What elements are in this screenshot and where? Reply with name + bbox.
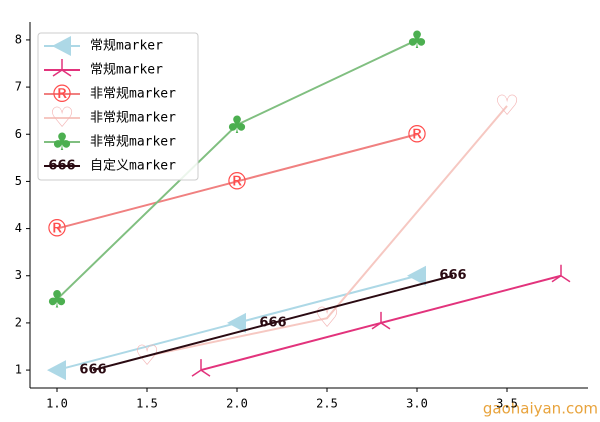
legend-label: 非常规marker bbox=[90, 87, 176, 102]
marker: ® bbox=[50, 80, 74, 108]
legend-label: 常规marker bbox=[90, 39, 163, 54]
series-line bbox=[146, 105, 508, 357]
x-tick-label: 2.5 bbox=[316, 397, 338, 411]
y-tick-label: 7 bbox=[15, 80, 22, 94]
marker bbox=[227, 312, 246, 333]
marker: ® bbox=[45, 215, 69, 243]
marker: ♣ bbox=[51, 128, 73, 156]
marker: ® bbox=[405, 120, 429, 148]
y-tick-label: 4 bbox=[15, 221, 22, 235]
marker: 666 bbox=[439, 268, 466, 283]
y-tick-label: 5 bbox=[15, 174, 22, 188]
y-tick-label: 6 bbox=[15, 127, 22, 141]
series-line bbox=[92, 274, 454, 372]
marker: ♣ bbox=[226, 111, 248, 139]
legend: 常规marker 常规marker ® 非常规marker ♡ 非常规marker ♣ 非常规… bbox=[37, 32, 199, 181]
watermark: gaohaiyan.com bbox=[483, 400, 598, 418]
marker: 666 bbox=[48, 159, 75, 174]
marker bbox=[551, 264, 571, 283]
legend-label: 常规marker bbox=[90, 63, 163, 78]
marker bbox=[47, 360, 66, 381]
legend-label: 非常规marker bbox=[90, 135, 176, 150]
x-tick-label: 3.5 bbox=[496, 397, 518, 411]
marker: ♡ bbox=[49, 101, 74, 134]
y-tick-label: 1 bbox=[15, 363, 22, 377]
marker: 666 bbox=[259, 315, 286, 330]
y-tick-label: 8 bbox=[15, 32, 22, 46]
marker bbox=[52, 36, 71, 56]
y-tick-label: 2 bbox=[15, 315, 22, 329]
marker: ♣ bbox=[46, 285, 68, 313]
marker: ® bbox=[225, 167, 249, 195]
legend-label: 非常规marker bbox=[90, 111, 176, 126]
marker: ♣ bbox=[406, 26, 428, 54]
y-tick-label: 3 bbox=[15, 268, 22, 282]
x-tick-label: 1.5 bbox=[136, 397, 158, 411]
marker bbox=[407, 265, 426, 286]
marker bbox=[371, 311, 391, 330]
marker bbox=[191, 359, 211, 377]
marker bbox=[52, 59, 72, 77]
marker: 666 bbox=[79, 363, 106, 378]
series-line bbox=[56, 133, 418, 230]
x-tick-label: 2.0 bbox=[226, 397, 248, 411]
marker: ♡ bbox=[494, 89, 519, 122]
x-tick-label: 3.0 bbox=[406, 397, 428, 411]
series-line bbox=[56, 39, 418, 301]
x-tick-label: 1.0 bbox=[46, 397, 68, 411]
legend-label: 自定义marker bbox=[90, 159, 176, 174]
